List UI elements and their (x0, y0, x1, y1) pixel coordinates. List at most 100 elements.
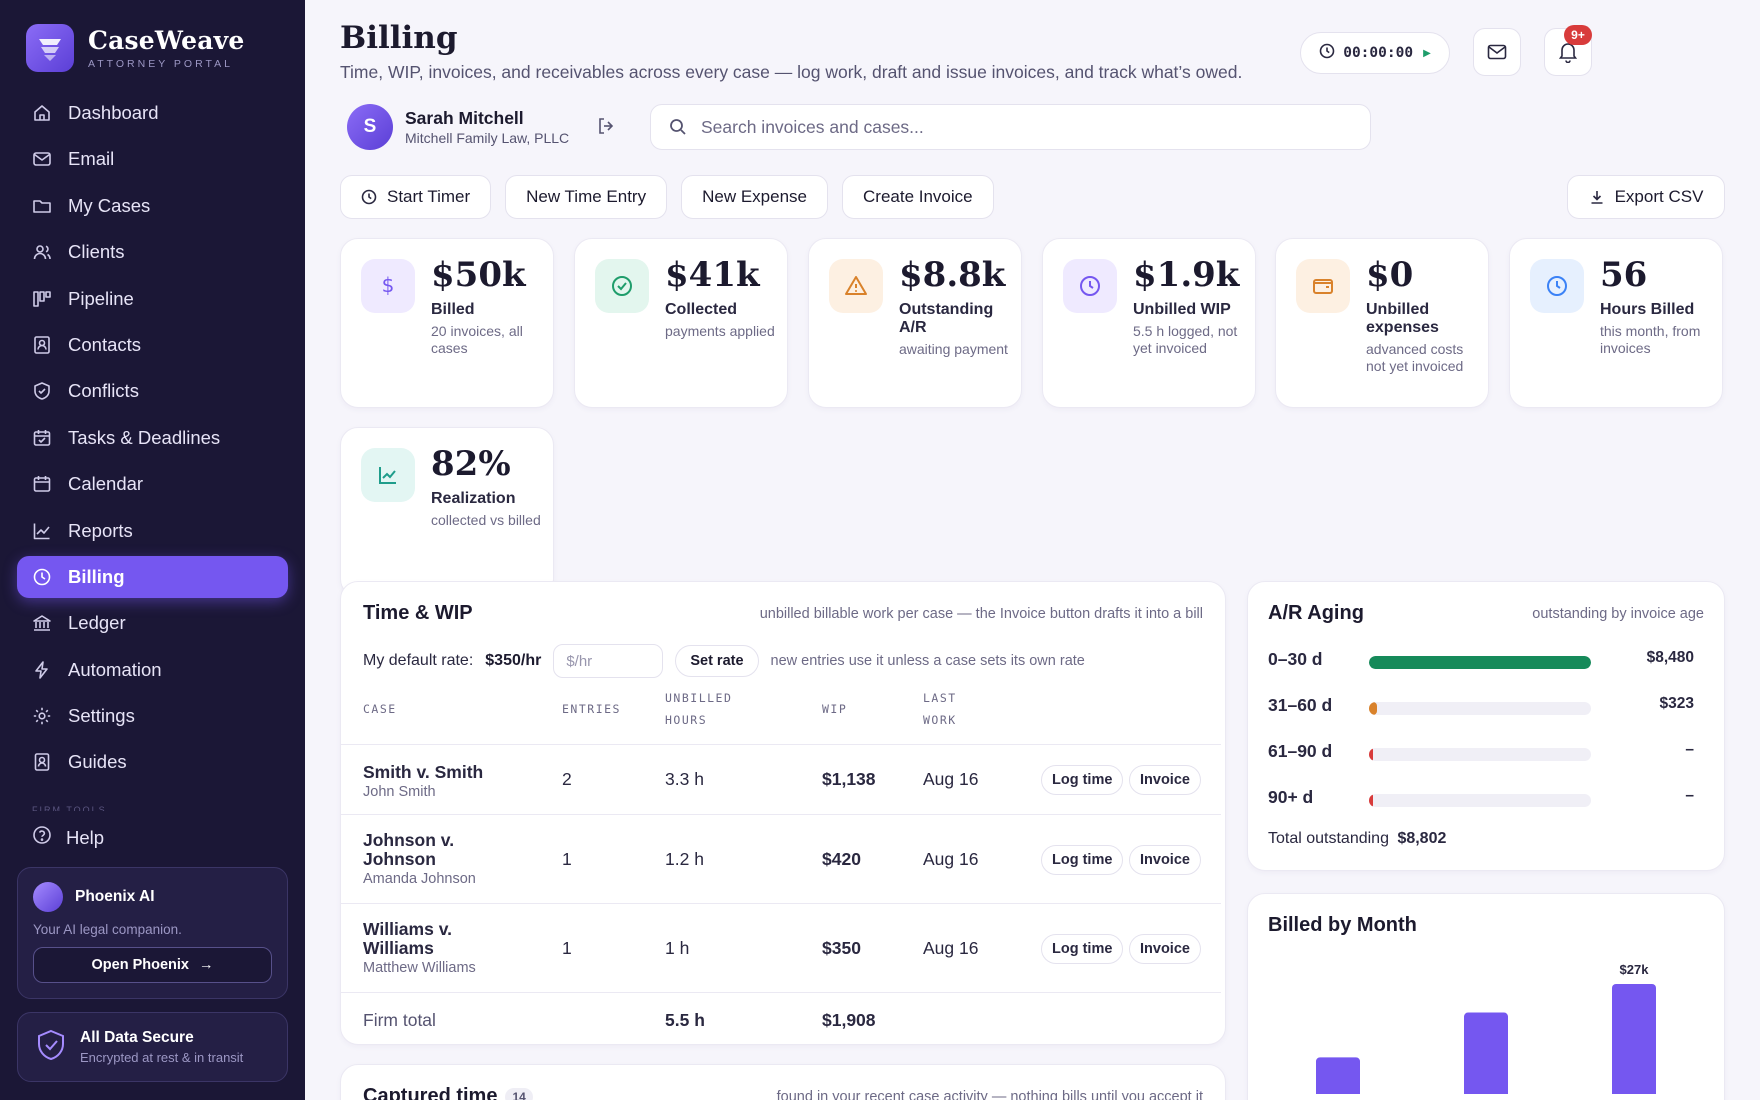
column-unbilled-hours-line2: HOURS (665, 713, 708, 727)
warning-icon (829, 259, 883, 313)
invoice-button[interactable]: Invoice (1129, 844, 1201, 875)
case-name: Smith v. Smith (363, 762, 484, 782)
sidebar-item-guides[interactable]: Guides (17, 741, 288, 783)
time-wip-card: Time & WIP unbilled billable work per ca… (340, 581, 1226, 1045)
search-bar[interactable] (650, 104, 1371, 150)
shield-icon (36, 1029, 66, 1066)
aging-bar-fill (1369, 702, 1377, 715)
log-time-button[interactable]: Log time (1041, 933, 1124, 964)
page-title: Billing (340, 20, 458, 56)
dollar-icon: $ (361, 259, 415, 313)
invoice-button[interactable]: Invoice (1129, 933, 1201, 964)
captured-time-count: 14 (505, 1087, 533, 1100)
start-timer-button[interactable]: Start Timer (340, 175, 492, 219)
sidebar-item-billing[interactable]: Billing (17, 555, 288, 598)
kpi-label-block: Billed 20 invoices, all cases (431, 301, 546, 357)
search-input[interactable] (701, 116, 1341, 138)
log-time-button[interactable]: Log time (1041, 844, 1124, 875)
wallet-icon (1296, 259, 1350, 313)
kanban-icon (32, 289, 52, 309)
sidebar-item-conflicts[interactable]: Conflicts (17, 370, 288, 412)
sidebar-item-my-cases[interactable]: My Cases (17, 185, 288, 227)
aging-bucket-label: 0–30 d (1268, 649, 1323, 669)
logout-button[interactable] (596, 116, 616, 141)
user-firm: Mitchell Family Law, PLLC (405, 130, 570, 146)
kpi-label-block: Hours Billed this month, from invoices (1600, 301, 1715, 357)
kpi-note: advanced costs not yet invoiced (1366, 341, 1464, 374)
search-icon (670, 119, 686, 135)
help-icon (32, 825, 52, 850)
play-icon: ▶ (1423, 47, 1431, 59)
new-expense-button[interactable]: New Expense (681, 175, 828, 219)
mail-button[interactable] (1473, 28, 1521, 76)
firm-total-label: Firm total (363, 1010, 436, 1030)
sidebar-item-calendar[interactable]: Calendar (17, 463, 288, 505)
case-cell[interactable]: Williams v. Williams Matthew Williams (363, 920, 513, 977)
case-client: Matthew Williams (363, 960, 476, 976)
trend-chart-icon (361, 448, 415, 502)
sidebar-item-settings[interactable]: Settings (17, 695, 288, 737)
kpi-value: 56 (1600, 255, 1648, 295)
sidebar-item-label: Tasks & Deadlines (68, 426, 221, 448)
sidebar-item-dashboard[interactable]: Dashboard (17, 92, 288, 134)
timer-value: 00:00:00 (1343, 45, 1414, 61)
kpi-label-block: Collected payments applied (665, 301, 780, 340)
aging-bucket-row: 0–30 d $8,480 (1268, 649, 1694, 673)
captured-time-card: Captured time 14 found in your recent ca… (340, 1064, 1226, 1100)
contact-card-icon (32, 335, 52, 355)
sidebar: CaseWeave ATTORNEY PORTAL Dashboard Email… (0, 0, 305, 1100)
avatar: S (347, 104, 393, 150)
case-name: Johnson v. Johnson (363, 830, 455, 869)
rate-input[interactable] (553, 644, 664, 678)
case-cell[interactable]: Smith v. Smith John Smith (363, 762, 513, 801)
firm-total-row: Firm total 5.5 h $1,908 (341, 992, 1221, 1044)
invoice-label: Invoice (1140, 940, 1190, 957)
create-invoice-button[interactable]: Create Invoice (842, 175, 994, 219)
new-time-entry-button[interactable]: New Time Entry (505, 175, 668, 219)
kpi-note: 20 invoices, all cases (431, 323, 523, 356)
bolt-icon (32, 660, 52, 680)
sidebar-item-label: Ledger (68, 612, 126, 634)
last-work-cell: Aug 16 (923, 937, 979, 958)
wip-cell: $1,138 (822, 769, 876, 789)
sidebar-item-clients[interactable]: Clients (17, 231, 288, 273)
user-profile[interactable]: S Sarah Mitchell Mitchell Family Law, PL… (347, 104, 575, 150)
stopwatch-icon (361, 189, 377, 205)
log-time-button[interactable]: Log time (1041, 765, 1124, 795)
sidebar-item-automation[interactable]: Automation (17, 649, 288, 691)
sidebar-item-reports[interactable]: Reports (17, 510, 288, 552)
total-outstanding-value: $8,802 (1397, 830, 1447, 847)
brand[interactable]: CaseWeave ATTORNEY PORTAL (26, 24, 244, 72)
billed-bar (1316, 1057, 1360, 1094)
hours-cell: 1.2 h (665, 848, 704, 869)
sidebar-item-label: Pipeline (68, 287, 134, 309)
set-rate-button[interactable]: Set rate (675, 645, 759, 677)
sidebar-item-help[interactable]: Help (32, 825, 104, 850)
invoice-button[interactable]: Invoice (1129, 765, 1201, 795)
mail-icon (1487, 44, 1507, 60)
time-wip-hint: unbilled billable work per case — the In… (759, 606, 1203, 622)
timer-widget[interactable]: 00:00:00 ▶ (1300, 32, 1450, 74)
sidebar-item-pipeline[interactable]: Pipeline (17, 278, 288, 320)
captured-time-hint: found in your recent case activity — not… (776, 1089, 1203, 1100)
brand-subtitle: ATTORNEY PORTAL (88, 58, 233, 70)
case-cell[interactable]: Johnson v. Johnson Amanda Johnson (363, 830, 513, 888)
sidebar-item-ledger[interactable]: Ledger (17, 602, 288, 644)
sidebar-item-label: Guides (68, 751, 127, 773)
sidebar-item-email[interactable]: Email (17, 138, 288, 180)
kpi-value: $8.8k (899, 255, 1006, 295)
invoice-label: Invoice (1140, 772, 1190, 788)
sidebar-item-label: Reports (68, 519, 133, 541)
open-phoenix-button[interactable]: Open Phoenix → (33, 947, 272, 983)
kpi-label: Unbilled WIP (1133, 301, 1231, 318)
export-csv-button[interactable]: Export CSV (1567, 175, 1725, 219)
bank-icon (32, 613, 52, 633)
last-work-cell: Aug 16 (923, 769, 979, 789)
sidebar-item-label: Automation (68, 658, 162, 680)
hours-cell: 1 h (665, 937, 690, 958)
sidebar-item-tasks-and-deadlines[interactable]: Tasks & Deadlines (17, 417, 288, 459)
kpi-card-unbilled-expenses: $0 Unbilled expenses advanced costs not ye… (1275, 238, 1489, 408)
phoenix-ai-card: Phoenix AI Your AI legal companion. Open… (17, 867, 288, 999)
sidebar-item-label: Contacts (68, 333, 142, 355)
sidebar-item-contacts[interactable]: Contacts (17, 324, 288, 366)
